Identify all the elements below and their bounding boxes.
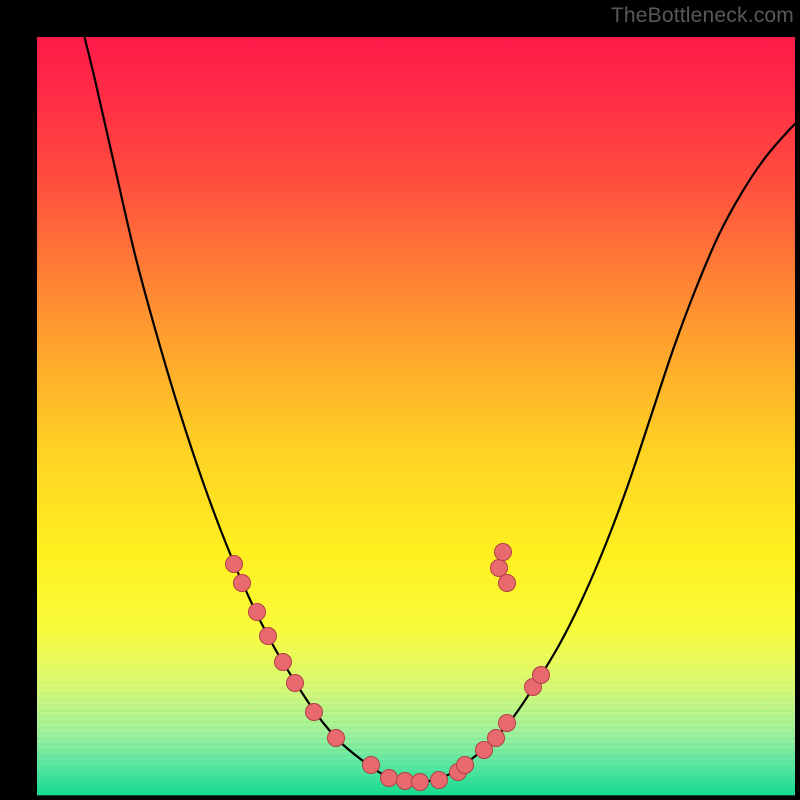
- data-marker: [494, 543, 512, 561]
- chart-frame: TheBottleneck.com: [0, 0, 800, 800]
- data-marker: [430, 771, 448, 789]
- plot-area: [37, 37, 795, 795]
- data-marker: [259, 627, 277, 645]
- data-marker: [233, 574, 251, 592]
- data-marker: [274, 653, 292, 671]
- data-marker: [498, 714, 516, 732]
- data-marker: [411, 773, 429, 791]
- markers-layer: [37, 37, 795, 795]
- data-marker: [248, 603, 266, 621]
- data-marker: [487, 729, 505, 747]
- data-marker: [286, 674, 304, 692]
- data-marker: [225, 555, 243, 573]
- data-marker: [456, 756, 474, 774]
- data-marker: [305, 703, 323, 721]
- data-marker: [327, 729, 345, 747]
- data-marker: [532, 666, 550, 684]
- data-marker: [498, 574, 516, 592]
- data-marker: [362, 756, 380, 774]
- watermark-text: TheBottleneck.com: [611, 4, 794, 28]
